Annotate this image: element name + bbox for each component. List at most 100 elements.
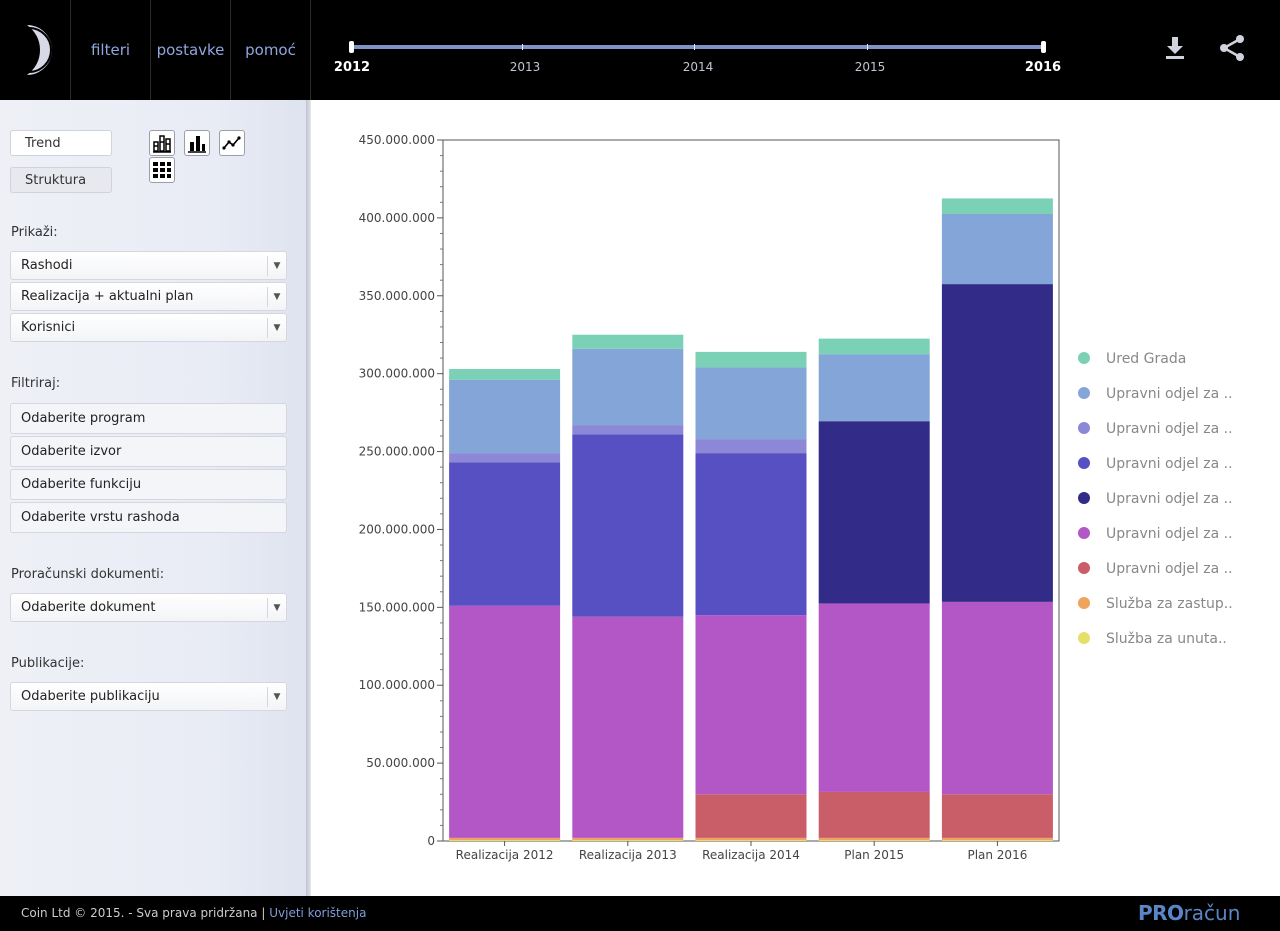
logo-icon	[27, 25, 52, 75]
chevron-down-icon[interactable]: ▼	[267, 598, 286, 618]
bar-segment	[572, 840, 684, 841]
year-range-slider[interactable]: 2012 2013 2014 2015 2016	[310, 0, 1090, 100]
stacked-bar-chart: 0 50.000.000 100.000.000 150.000.000 200.000…	[359, 133, 1233, 862]
y-tick-label: 150.000.000	[359, 600, 435, 614]
line-chart-icon[interactable]	[219, 130, 245, 156]
bar-segment	[449, 379, 561, 454]
show-label: Prikaži:	[11, 225, 58, 240]
x-tick-label: Plan 2015	[844, 848, 904, 862]
terms-link[interactable]: Uvjeti korištenja	[269, 906, 367, 920]
y-tick-label: 400.000.000	[359, 211, 435, 225]
source-filter[interactable]: Odaberite izvor	[10, 436, 287, 467]
bar-segment	[572, 334, 684, 349]
legend-marker	[1078, 352, 1090, 364]
year-label[interactable]: 2012	[333, 60, 371, 75]
legend-marker	[1078, 597, 1090, 609]
copyright-text: Coin Ltd © 2015. - Sva prava pridržana |…	[21, 896, 366, 931]
legend-marker	[1078, 387, 1090, 399]
bar-segment	[695, 351, 807, 368]
bar-segment	[449, 840, 561, 841]
app-logo[interactable]	[0, 0, 71, 100]
download-icon[interactable]	[1162, 34, 1190, 62]
year-label[interactable]: 2013	[509, 60, 541, 74]
y-tick-label: 100.000.000	[359, 678, 435, 692]
publication-select[interactable]: Odaberite publikaciju ▼	[10, 682, 287, 711]
legend-label: Upravni odjel za ..	[1106, 561, 1233, 577]
bar-segment	[818, 837, 930, 841]
bar-segment	[818, 421, 930, 604]
brand-racun: račun	[1183, 901, 1241, 925]
type-select[interactable]: Rashodi ▼	[10, 251, 287, 280]
trend-button[interactable]: Trend	[10, 130, 112, 156]
y-tick-label: 200.000.000	[359, 522, 435, 536]
bar-segment	[572, 616, 684, 838]
select-value: Realizacija + aktualni plan	[21, 289, 194, 304]
x-tick-label: Realizacija 2013	[579, 848, 677, 862]
brand-logo[interactable]: PROračun	[1138, 900, 1240, 926]
range-end-handle[interactable]	[1041, 41, 1046, 53]
bar-segment	[695, 453, 807, 616]
function-filter[interactable]: Odaberite funkciju	[10, 469, 287, 500]
year-label[interactable]: 2016	[1024, 60, 1062, 75]
bar-segment	[449, 462, 561, 606]
legend-marker	[1078, 527, 1090, 539]
bar-segment	[449, 453, 561, 463]
bar-segment	[941, 794, 1053, 838]
bar-segment	[695, 615, 807, 795]
bar-chart-icon[interactable]	[184, 130, 210, 156]
bar-segment	[695, 367, 807, 440]
grid-view-icon[interactable]	[149, 157, 175, 183]
bar-segment	[695, 794, 807, 838]
brand-pro: PRO	[1138, 901, 1184, 925]
bar-segment	[449, 368, 561, 380]
nav-settings[interactable]: postavke	[151, 0, 231, 100]
bar-segment	[449, 605, 561, 838]
select-value: Korisnici	[21, 320, 76, 335]
legend-label: Upravni odjel za ..	[1106, 456, 1233, 472]
structure-button[interactable]: Struktura	[10, 167, 112, 193]
filter-label: Filtriraj:	[11, 376, 61, 391]
legend-marker	[1078, 632, 1090, 644]
share-icon[interactable]	[1219, 34, 1247, 62]
legend-label: Služba za zastup..	[1106, 596, 1233, 612]
copyright: Coin Ltd © 2015. - Sva prava pridržana |	[21, 906, 266, 920]
y-tick-label: 0	[427, 834, 435, 848]
sidebar-divider[interactable]	[306, 100, 311, 896]
grouping-select[interactable]: Korisnici ▼	[10, 313, 287, 342]
bar-segment	[818, 603, 930, 792]
nav-help[interactable]: pomoć	[231, 0, 311, 100]
bar-segment	[818, 791, 930, 838]
legend-marker	[1078, 562, 1090, 574]
plan-select[interactable]: Realizacija + aktualni plan ▼	[10, 282, 287, 311]
chevron-down-icon[interactable]: ▼	[267, 687, 286, 707]
bar-segment	[572, 425, 684, 435]
y-tick-label: 300.000.000	[359, 367, 435, 381]
bar-segment	[818, 338, 930, 355]
chevron-down-icon[interactable]: ▼	[267, 318, 286, 338]
program-filter[interactable]: Odaberite program	[10, 403, 287, 434]
legend-label: Upravni odjel za ..	[1106, 386, 1233, 402]
chevron-down-icon[interactable]: ▼	[267, 287, 286, 307]
legend-marker	[1078, 457, 1090, 469]
range-start-handle[interactable]	[349, 41, 354, 53]
stacked-bar-chart-icon[interactable]	[149, 130, 175, 156]
x-tick-label: Realizacija 2012	[456, 848, 554, 862]
y-tick-label: 350.000.000	[359, 289, 435, 303]
expense-type-filter[interactable]: Odaberite vrstu rashoda	[10, 502, 287, 533]
year-label[interactable]: 2014	[682, 60, 714, 74]
bar-segment	[572, 434, 684, 617]
document-select[interactable]: Odaberite dokument ▼	[10, 593, 287, 622]
chevron-down-icon[interactable]: ▼	[267, 256, 286, 276]
nav-filters[interactable]: filteri	[71, 0, 151, 100]
legend-label: Služba za unuta..	[1106, 631, 1227, 647]
bar-segment	[941, 601, 1053, 795]
bar-segment	[818, 840, 930, 841]
bar-segment	[941, 284, 1053, 602]
timeline-track[interactable]	[351, 45, 1043, 49]
year-label[interactable]: 2015	[854, 60, 886, 74]
y-tick-label: 250.000.000	[359, 445, 435, 459]
top-bar: filteri postavke pomoć 2012 2013 2014 20…	[0, 0, 1280, 100]
y-tick-label: 450.000.000	[359, 133, 435, 147]
select-value: Odaberite dokument	[21, 600, 156, 615]
bar-segment	[572, 837, 684, 841]
